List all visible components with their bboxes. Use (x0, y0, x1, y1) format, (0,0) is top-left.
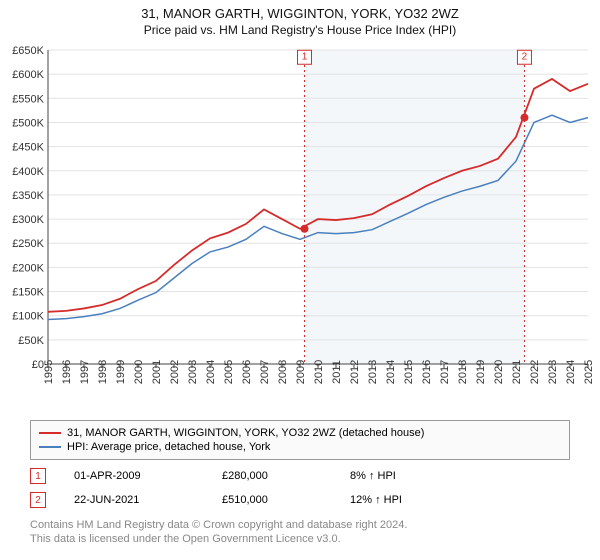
y-tick-label: £200K (12, 262, 44, 274)
x-tick-label: 2009 (295, 360, 307, 384)
x-tick-label: 1995 (43, 360, 55, 384)
y-tick-label: £250K (12, 238, 44, 250)
annotation-price: £280,000 (222, 470, 322, 482)
shade-region (305, 50, 525, 364)
chart: £0£50K£100K£150K£200K£250K£300K£350K£400… (0, 44, 600, 414)
x-tick-label: 2019 (475, 360, 487, 384)
annotation-row: 1 01-APR-2009 £280,000 8% ↑ HPI (30, 468, 570, 484)
footer-line2: This data is licensed under the Open Gov… (30, 532, 570, 546)
x-tick-label: 2005 (223, 360, 235, 384)
x-tick-label: 2017 (439, 360, 451, 384)
x-tick-label: 2014 (385, 360, 397, 384)
x-tick-label: 2007 (259, 360, 271, 384)
x-tick-label: 2001 (151, 360, 163, 384)
x-tick-label: 2013 (367, 360, 379, 384)
marker-dot (520, 114, 528, 122)
title-sub: Price paid vs. HM Land Registry's House … (0, 23, 600, 37)
bottom-panel: 31, MANOR GARTH, WIGGINTON, YORK, YO32 2… (30, 420, 570, 547)
annotation-price: £510,000 (222, 494, 322, 506)
annotation-marker: 2 (30, 492, 46, 508)
x-tick-label: 2002 (169, 360, 181, 384)
y-tick-label: £550K (12, 93, 44, 105)
titles: 31, MANOR GARTH, WIGGINTON, YORK, YO32 2… (0, 0, 600, 37)
y-tick-label: £650K (12, 45, 44, 57)
y-tick-label: £300K (12, 214, 44, 226)
marker-number: 1 (302, 52, 308, 63)
y-tick-label: £500K (12, 117, 44, 129)
y-tick-label: £100K (12, 311, 44, 323)
legend: 31, MANOR GARTH, WIGGINTON, YORK, YO32 2… (30, 420, 570, 460)
legend-item: HPI: Average price, detached house, York (39, 440, 561, 454)
x-tick-label: 2020 (493, 360, 505, 384)
x-tick-label: 1998 (97, 360, 109, 384)
x-tick-label: 2003 (187, 360, 199, 384)
y-tick-label: £600K (12, 69, 44, 81)
x-tick-label: 2000 (133, 360, 145, 384)
x-tick-label: 2016 (421, 360, 433, 384)
x-tick-label: 2004 (205, 360, 217, 384)
x-tick-label: 2012 (349, 360, 361, 384)
chart-svg: £0£50K£100K£150K£200K£250K£300K£350K£400… (0, 44, 600, 414)
x-tick-label: 2008 (277, 360, 289, 384)
x-tick-label: 2015 (403, 360, 415, 384)
x-tick-label: 1999 (115, 360, 127, 384)
y-tick-label: £350K (12, 190, 44, 202)
legend-swatch (39, 432, 61, 434)
chart-container: 31, MANOR GARTH, WIGGINTON, YORK, YO32 2… (0, 0, 600, 560)
legend-item: 31, MANOR GARTH, WIGGINTON, YORK, YO32 2… (39, 426, 561, 440)
annotation-delta: 12% ↑ HPI (350, 494, 402, 506)
footer: Contains HM Land Registry data © Crown c… (30, 518, 570, 547)
y-tick-label: £150K (12, 287, 44, 299)
x-tick-label: 1997 (79, 360, 91, 384)
y-tick-label: £400K (12, 166, 44, 178)
annotation-delta: 8% ↑ HPI (350, 470, 396, 482)
x-tick-label: 1996 (61, 360, 73, 384)
y-tick-label: £50K (18, 335, 44, 347)
legend-swatch (39, 446, 61, 448)
title-main: 31, MANOR GARTH, WIGGINTON, YORK, YO32 2… (0, 6, 600, 21)
x-tick-label: 2023 (547, 360, 559, 384)
annotation-date: 22-JUN-2021 (74, 494, 194, 506)
x-tick-label: 2025 (583, 360, 595, 384)
x-tick-label: 2018 (457, 360, 469, 384)
footer-line1: Contains HM Land Registry data © Crown c… (30, 518, 570, 532)
legend-label: HPI: Average price, detached house, York (67, 441, 270, 453)
x-tick-label: 2010 (313, 360, 325, 384)
x-tick-label: 2024 (565, 360, 577, 384)
y-tick-label: £450K (12, 142, 44, 154)
legend-label: 31, MANOR GARTH, WIGGINTON, YORK, YO32 2… (67, 427, 424, 439)
annotation-row: 2 22-JUN-2021 £510,000 12% ↑ HPI (30, 492, 570, 508)
x-tick-label: 2022 (529, 360, 541, 384)
annotation-marker: 1 (30, 468, 46, 484)
annotation-date: 01-APR-2009 (74, 470, 194, 482)
x-tick-label: 2006 (241, 360, 253, 384)
marker-number: 2 (522, 52, 528, 63)
marker-dot (301, 225, 309, 233)
x-tick-label: 2021 (511, 360, 523, 384)
